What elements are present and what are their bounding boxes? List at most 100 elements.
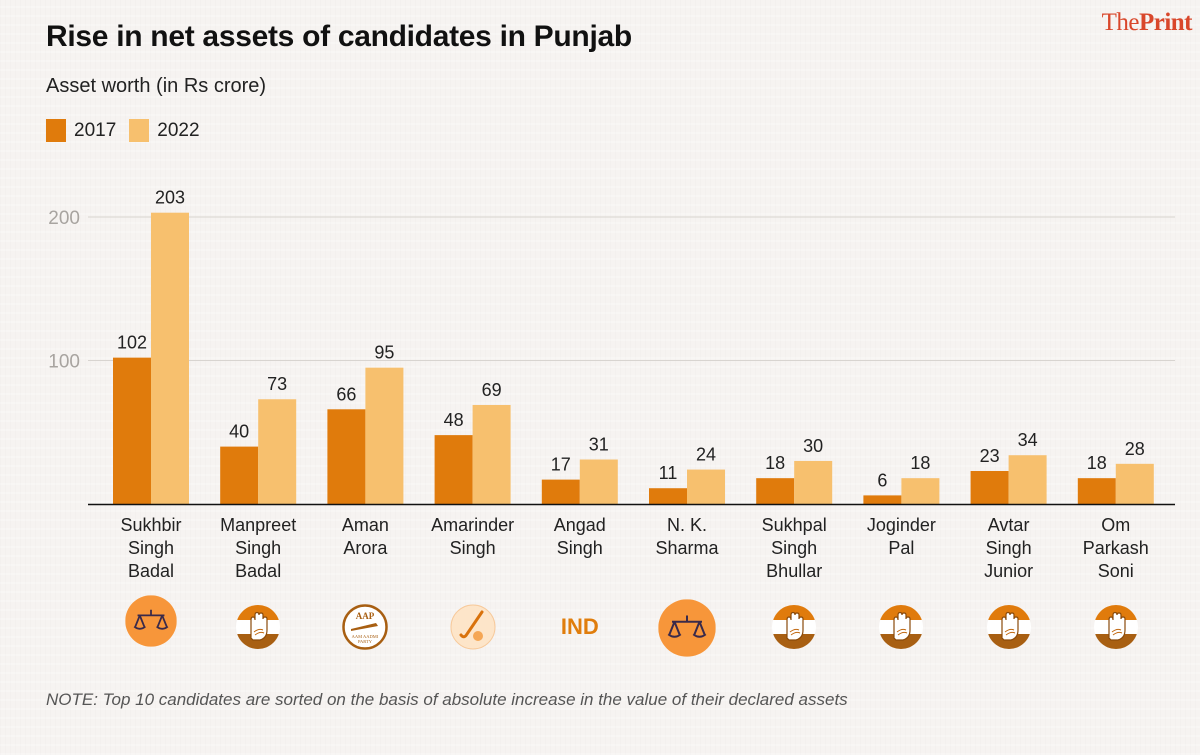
x-tick-label-line: Bhullar (766, 561, 823, 581)
category-labels: Sukhbir Singh Badal Manpreet Singh Badal Aman A… (0, 514, 1200, 594)
chart-subtitle: Asset worth (in Rs crore) (46, 75, 267, 97)
x-tick-label-line: Aman (341, 515, 389, 535)
hand-icon (986, 604, 1032, 650)
data-label-2017-9: 23 (980, 446, 1000, 466)
x-tick-label-line: Parkash (1082, 538, 1149, 558)
scales-icon (125, 595, 177, 647)
x-tick-label-line: Singh (985, 538, 1032, 558)
x-tick-label-line: Sukhpal (761, 515, 827, 535)
data-label-2022-9: 34 (1018, 430, 1038, 450)
bar-2017-9 (970, 470, 1009, 504)
x-tick-label-line: N. K. (666, 515, 707, 535)
data-label-2022-2: 73 (267, 374, 287, 394)
data-label-2022-5: 31 (589, 435, 609, 455)
legend-label-2017: 2017 (74, 119, 117, 141)
hand-icon (771, 604, 817, 650)
x-tick-label-line: Joginder (866, 515, 936, 535)
scales-icon (658, 599, 716, 657)
bar-2017-7 (756, 478, 795, 504)
hand-icon (878, 604, 924, 650)
bar-2022-5 (579, 459, 618, 504)
brand-logo-print: Print (1138, 9, 1193, 36)
x-tick-label-line: Singh (235, 538, 282, 558)
x-tick-label-line: Sukhbir (120, 515, 182, 535)
data-label-2022-8: 18 (910, 453, 930, 473)
data-label-2017-1: 102 (117, 333, 147, 353)
bar-2022-7 (794, 460, 833, 504)
x-tick-label: Avtar Singh Junior (959, 514, 1059, 583)
footnote: NOTE: Top 10 candidates are sorted on th… (46, 690, 848, 709)
x-tick-label-line: Singh (127, 538, 175, 558)
data-label-2022-4: 69 (482, 380, 502, 400)
party-label-ind: IND (560, 614, 599, 639)
bar-2022-6 (687, 469, 725, 504)
x-tick-label: Amarinder Singh (423, 514, 523, 560)
bar-2017-5 (541, 479, 580, 504)
x-tick-label-line: Amarinder (431, 515, 515, 535)
legend-label-2022: 2022 (157, 119, 200, 141)
data-label-2022-6: 24 (696, 445, 716, 465)
x-tick-label-line: Pal (888, 538, 915, 558)
hockey-stick-icon (450, 604, 496, 650)
data-label-2022-10: 28 (1125, 439, 1145, 459)
bar-2017-1 (113, 357, 151, 504)
legend-swatch-2022 (129, 119, 150, 142)
bar-2017-10 (1077, 478, 1116, 504)
svg-text:PARTY: PARTY (358, 639, 373, 644)
brand-logo-the: The (1101, 9, 1140, 36)
data-label-2017-7: 18 (765, 453, 785, 473)
x-tick-label-line: Singh (556, 538, 603, 558)
x-tick-label-line: Om (1101, 515, 1131, 535)
brand-logo: ThePrint (1101, 9, 1193, 37)
data-label-2022-7: 30 (803, 436, 823, 456)
legend-item-2022: 2022 (129, 119, 200, 142)
x-tick-label-line: Angad (553, 515, 606, 535)
x-tick-label-line: Singh (449, 538, 496, 558)
x-tick-label: Om Parkash Soni (1066, 514, 1166, 583)
data-label-2017-3: 66 (336, 384, 356, 404)
bar-2017-2 (220, 446, 259, 504)
x-tick-label-line: Manpreet (220, 515, 297, 535)
x-tick-label: Joginder Pal (851, 514, 951, 560)
x-tick-label: N. K. Sharma (637, 514, 737, 560)
bar-2022-4 (472, 404, 511, 504)
x-tick-label-line: Soni (1097, 561, 1134, 581)
x-tick-label: Aman Arora (315, 514, 415, 560)
hand-icon (1093, 604, 1139, 650)
x-tick-label-line: Sharma (655, 538, 719, 558)
x-tick-label-line: Badal (235, 561, 282, 581)
x-tick-label-line: Badal (127, 561, 175, 581)
legend-item-2017: 2017 (46, 119, 116, 142)
x-tick-label: Sukhpal Singh Bhullar (744, 514, 844, 583)
x-tick-label-line: Avtar (987, 515, 1030, 535)
bar-2017-6 (649, 488, 687, 504)
data-label-2017-6: 11 (659, 463, 678, 483)
bar-2022-8 (901, 478, 940, 504)
x-tick-label-line: Junior (984, 561, 1034, 581)
x-tick-label-line: Singh (771, 538, 818, 558)
x-tick-label: Sukhbir Singh Badal (101, 514, 201, 583)
data-label-2017-2: 40 (229, 422, 249, 442)
y-tick-label-200: 200 (48, 208, 80, 229)
data-label-2022-1: 203 (155, 188, 185, 208)
broom-icon: AAP AAM AADMI PARTY (342, 604, 389, 650)
bar-2022-1 (151, 212, 189, 504)
y-tick-label-100: 100 (48, 352, 80, 373)
x-tick-label: Manpreet Singh Badal (208, 514, 308, 583)
x-tick-label: Angad Singh (530, 514, 630, 560)
bar-2022-2 (258, 399, 297, 504)
legend-swatch-2017 (46, 119, 66, 142)
data-label-2017-8: 6 (877, 470, 887, 490)
hand-icon (235, 604, 281, 650)
data-label-2017-10: 18 (1087, 453, 1107, 473)
legend: 2017 2022 (46, 119, 213, 142)
svg-text:AAP: AAP (356, 611, 375, 621)
bar-2022-10 (1115, 463, 1154, 504)
bar-2022-9 (1008, 455, 1047, 504)
bar-2017-8 (863, 495, 902, 504)
bar-2017-4 (434, 435, 473, 504)
bar-2017-3 (327, 409, 366, 504)
svg-text:AAM AADMI: AAM AADMI (352, 634, 379, 639)
data-label-2017-5: 17 (551, 455, 571, 475)
